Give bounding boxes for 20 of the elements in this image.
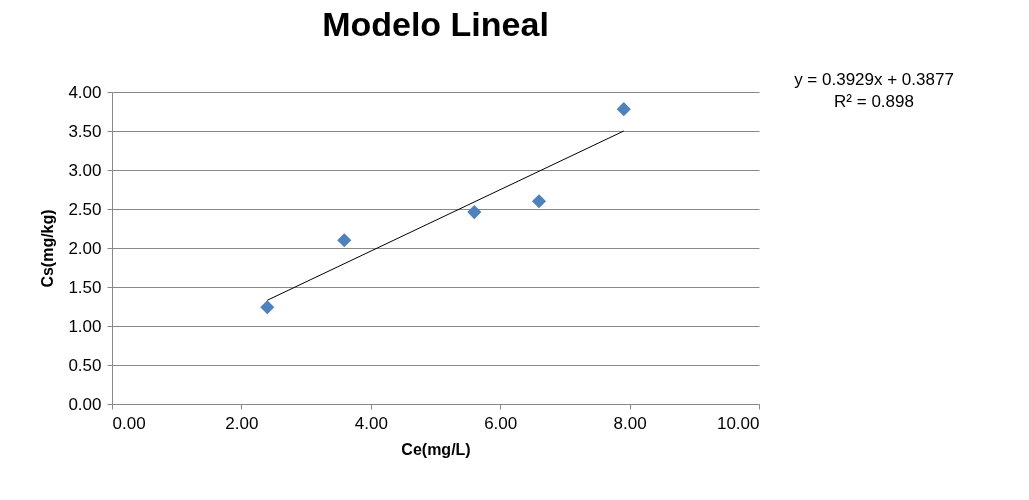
y-tick-label: 2.00 <box>68 238 102 258</box>
x-tick-label: 0.00 <box>112 413 146 433</box>
y-tick-label: 4.00 <box>68 82 102 102</box>
y-tick-label: 0.50 <box>68 355 102 375</box>
y-tick-label: 2.50 <box>68 199 102 219</box>
y-tick-label: 3.00 <box>68 160 102 180</box>
chart-title: Modelo Lineal <box>322 5 549 43</box>
y-axis-title: Cs(mg/kg) <box>39 209 57 288</box>
x-tick-label: 8.00 <box>613 413 647 433</box>
y-tick-label: 1.00 <box>68 316 102 336</box>
x-tick-label: 10.00 <box>716 413 760 433</box>
y-tick-label: 0.00 <box>68 394 102 414</box>
x-tick-label: 6.00 <box>484 413 518 433</box>
y-tick-label: 1.50 <box>68 277 102 297</box>
text: y = 0.3929x + 0.3877 <box>794 70 954 89</box>
x-axis-title: Ce(mg/L) <box>401 440 471 458</box>
x-tick-label: 4.00 <box>354 413 388 433</box>
text: R² = 0.898 <box>834 92 914 111</box>
x-tick-label: 2.00 <box>225 413 259 433</box>
y-tick-label: 3.50 <box>68 121 102 141</box>
